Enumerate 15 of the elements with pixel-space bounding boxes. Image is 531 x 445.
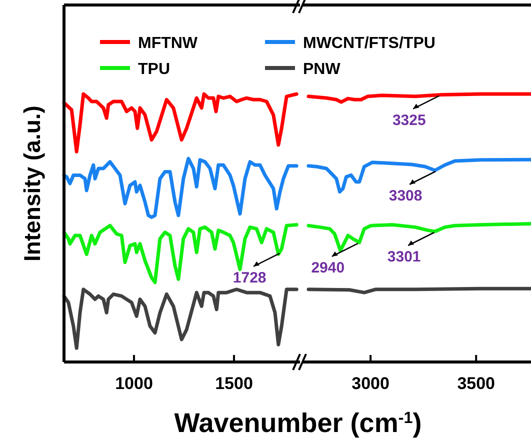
annotation: 2940 [311,259,345,276]
x-tick-label: 1500 [215,374,253,393]
y-axis-title: Intensity (a.u.) [19,106,45,262]
x-tick-label: 3000 [352,374,390,393]
annotation: 3301 [387,248,421,266]
annotation: 1728 [232,269,266,286]
legend-label: MFTNW [138,35,198,52]
x-tick-label: 3500 [457,374,496,393]
legend-label: TPU [138,61,170,78]
x-axis-title: Wavenumber (cm$^{-1}$) [174,408,422,438]
legend-label: MWCNT/FTS/TPU [303,35,436,52]
legend-label: PNW [303,61,342,78]
annotation: 3325 [392,112,426,129]
annotation: 3308 [388,187,422,204]
x-tick-label: 1000 [115,374,153,393]
